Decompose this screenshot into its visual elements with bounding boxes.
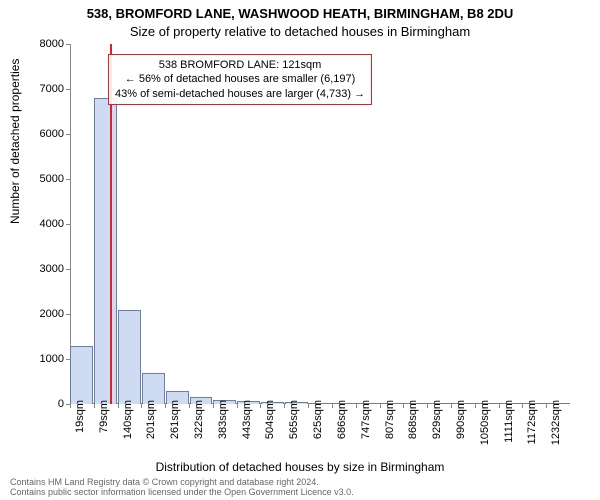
x-tick <box>546 404 547 408</box>
x-tick-label: 1111sqm <box>503 400 515 443</box>
y-tick <box>66 224 70 225</box>
y-tick <box>66 359 70 360</box>
x-tick <box>332 404 333 408</box>
x-tick <box>522 404 523 408</box>
annotation-box: 538 BROMFORD LANE: 121sqm ← 56% of detac… <box>108 54 372 105</box>
annotation-line-2: ← 56% of detached houses are smaller (6,… <box>115 72 365 86</box>
chart-title-address: 538, BROMFORD LANE, WASHWOOD HEATH, BIRM… <box>0 6 600 21</box>
y-tick-label: 2000 <box>28 308 64 320</box>
x-tick-label: 686sqm <box>336 400 348 439</box>
y-axis-title: Number of detached properties <box>8 59 22 224</box>
x-tick-label: 19sqm <box>74 400 86 433</box>
x-tick <box>118 404 119 408</box>
y-tick-label: 0 <box>28 398 64 410</box>
x-tick <box>475 404 476 408</box>
x-tick-label: 504sqm <box>264 400 276 439</box>
x-tick <box>213 404 214 408</box>
annotation-line-3: 43% of semi-detached houses are larger (… <box>115 87 365 101</box>
x-tick <box>356 404 357 408</box>
x-tick <box>284 404 285 408</box>
x-tick-label: 807sqm <box>384 400 396 439</box>
histogram-bar <box>94 98 117 404</box>
x-tick <box>237 404 238 408</box>
x-tick <box>308 404 309 408</box>
footer-attribution: Contains HM Land Registry data © Crown c… <box>10 478 354 498</box>
x-tick-label: 201sqm <box>145 400 157 439</box>
y-tick-label: 1000 <box>28 353 64 365</box>
y-tick-label: 4000 <box>28 218 64 230</box>
histogram-bar <box>70 346 93 405</box>
x-tick <box>427 404 428 408</box>
y-tick <box>66 314 70 315</box>
x-tick-label: 1050sqm <box>479 400 491 445</box>
x-tick <box>451 404 452 408</box>
y-tick-label: 8000 <box>28 38 64 50</box>
y-tick <box>66 134 70 135</box>
x-tick <box>165 404 166 408</box>
x-tick-label: 868sqm <box>407 400 419 439</box>
y-tick-label: 5000 <box>28 173 64 185</box>
x-tick-label: 747sqm <box>360 400 372 439</box>
x-tick <box>189 404 190 408</box>
y-tick <box>66 179 70 180</box>
y-tick <box>66 44 70 45</box>
x-tick-label: 990sqm <box>455 400 467 439</box>
annotation-line-1: 538 BROMFORD LANE: 121sqm <box>115 58 365 72</box>
x-tick <box>141 404 142 408</box>
x-tick <box>70 404 71 408</box>
x-tick-label: 1172sqm <box>526 400 538 444</box>
x-tick-label: 929sqm <box>431 400 443 439</box>
y-tick-label: 3000 <box>28 263 64 275</box>
x-tick-label: 625sqm <box>312 400 324 439</box>
x-axis-title: Distribution of detached houses by size … <box>0 460 600 474</box>
y-tick-label: 6000 <box>28 128 64 140</box>
footer-line-2: Contains public sector information licen… <box>10 488 354 498</box>
y-tick <box>66 269 70 270</box>
y-tick <box>66 89 70 90</box>
x-tick-label: 565sqm <box>288 400 300 439</box>
y-tick-label: 7000 <box>28 83 64 95</box>
x-tick-label: 322sqm <box>193 400 205 439</box>
histogram-bar <box>118 310 141 405</box>
chart-subtitle: Size of property relative to detached ho… <box>0 24 600 39</box>
x-tick-label: 261sqm <box>169 400 181 439</box>
x-tick <box>499 404 500 408</box>
x-tick-label: 79sqm <box>98 400 110 433</box>
x-tick <box>260 404 261 408</box>
x-tick-label: 140sqm <box>122 400 134 439</box>
x-tick-label: 443sqm <box>241 400 253 439</box>
x-tick <box>380 404 381 408</box>
x-tick <box>403 404 404 408</box>
x-tick-label: 383sqm <box>217 400 229 439</box>
x-tick <box>94 404 95 408</box>
x-tick-label: 1232sqm <box>550 400 562 445</box>
